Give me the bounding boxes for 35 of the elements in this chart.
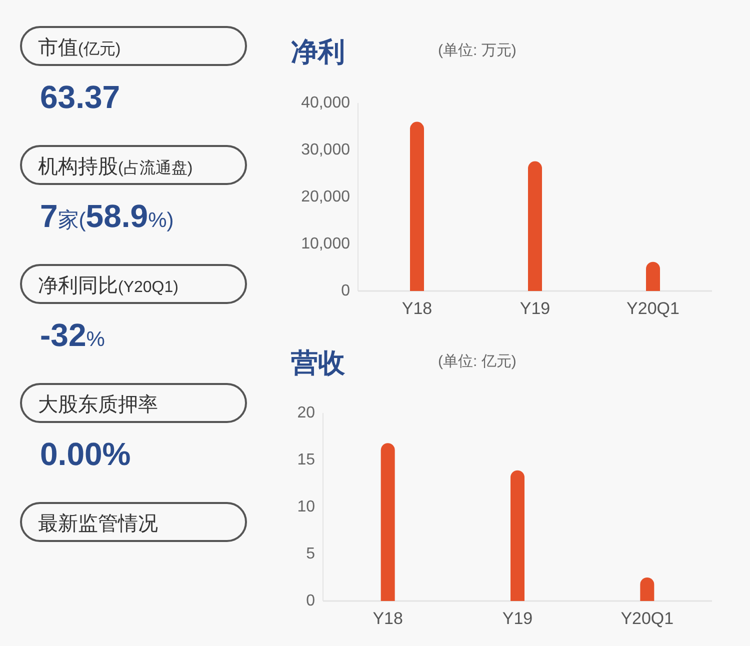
text: -32% — [40, 317, 105, 353]
text: 最新监管情况 — [38, 513, 158, 535]
y-tick-label: 20,000 — [301, 188, 350, 206]
x-tick-label: Y18 — [402, 299, 432, 318]
bar — [640, 578, 654, 601]
y-tick-label: 5 — [306, 546, 316, 562]
bar — [380, 443, 395, 601]
y-tick-label: 20 — [297, 404, 316, 422]
text: 63.37 — [40, 79, 120, 115]
x-tick-label: Y20Q1 — [620, 609, 674, 628]
y-tick-label: 30,000 — [301, 142, 350, 158]
text: 机构持股(占流通盘) — [38, 156, 193, 178]
x-tick-label: Y20Q1 — [626, 299, 680, 318]
bar — [510, 470, 524, 601]
chart-subtitle: (单位: 万元) — [438, 42, 516, 59]
y-tick-label: 0 — [341, 282, 350, 300]
x-tick-label: Y19 — [502, 609, 533, 628]
chart-title: 净利 — [291, 37, 345, 67]
y-tick-label: 10 — [297, 498, 316, 516]
chart-subtitle: (单位: 亿元) — [438, 353, 516, 370]
y-tick-label: 40,000 — [301, 94, 350, 112]
x-tick-label: Y18 — [372, 609, 403, 628]
x-tick-label: Y19 — [520, 299, 550, 318]
text: 市值(亿元) — [38, 37, 121, 59]
chart-title: 营收 — [290, 348, 346, 378]
bar — [410, 122, 424, 291]
bar — [646, 262, 660, 291]
text: 净利同比(Y20Q1) — [38, 275, 178, 297]
text: 0.00% — [40, 436, 131, 472]
y-tick-label: 10,000 — [301, 236, 350, 252]
text: 7家(58.9%) — [40, 198, 174, 234]
bar — [528, 161, 542, 291]
text: 大股东质押率 — [38, 394, 158, 416]
y-tick-label: 15 — [297, 452, 316, 468]
y-tick-label: 0 — [306, 592, 316, 610]
